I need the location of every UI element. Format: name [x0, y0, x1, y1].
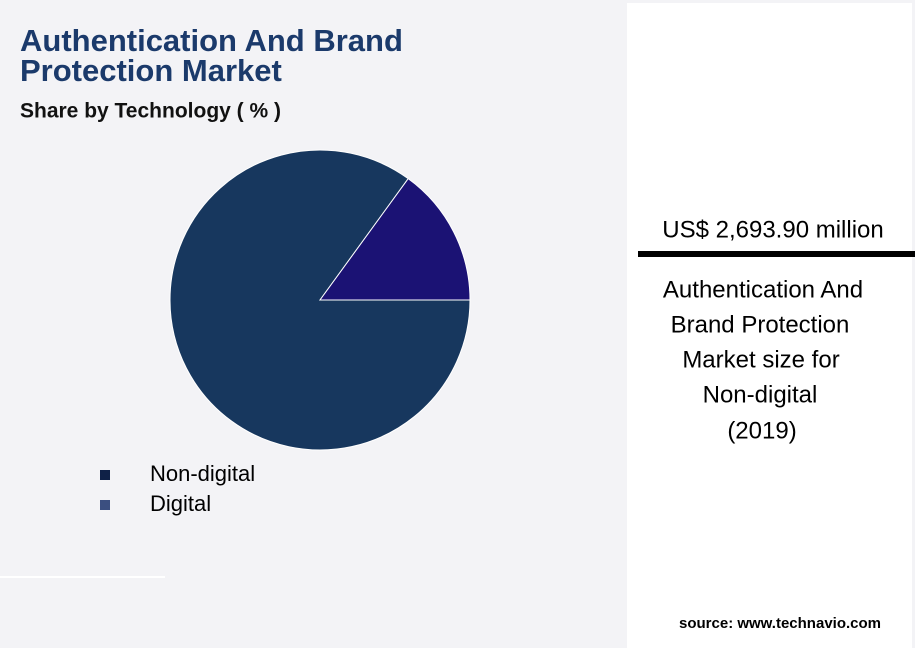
description: (2019) [727, 417, 796, 444]
legend-marker [100, 500, 110, 510]
legend-marker [100, 470, 110, 480]
chart-title: Protection Market [20, 53, 282, 88]
description: Market size for [682, 346, 839, 373]
pie-slice [319, 177, 471, 301]
legend-label: Digital [150, 491, 211, 516]
source: source: www.technavio.com [679, 615, 881, 632]
chart-subtitle: Share by Technology ( % ) [20, 100, 281, 123]
description: Brand Protection [671, 311, 850, 338]
description: Non-digital [703, 381, 818, 408]
description: Authentication And [663, 276, 863, 303]
side-panel [627, 3, 912, 648]
headline-value: US$ 2,693.90 million [662, 216, 883, 243]
headline-rule [638, 251, 915, 257]
legend-label: Non-digital [150, 461, 255, 486]
chart-title: Authentication And Brand [20, 23, 403, 58]
